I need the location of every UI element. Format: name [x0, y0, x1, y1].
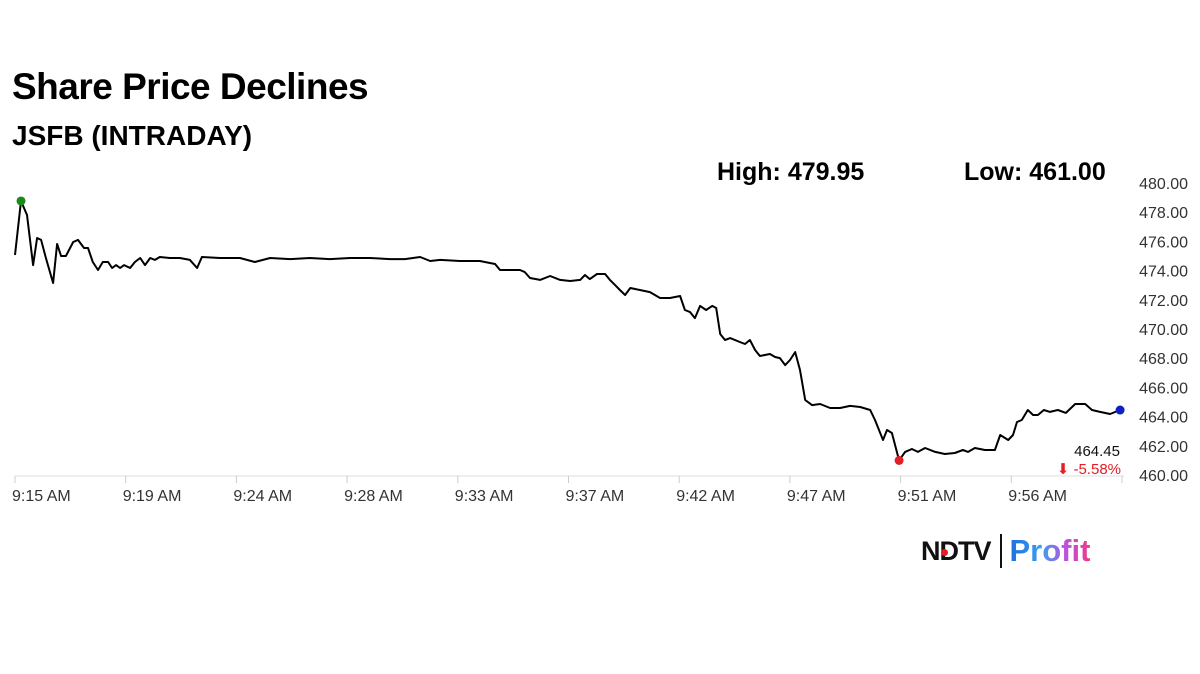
y-tick-label: 464.00 — [1139, 410, 1188, 427]
markers — [16, 196, 1125, 465]
x-tick-label: 9:24 AM — [233, 488, 292, 505]
y-tick-label: 468.00 — [1139, 351, 1188, 368]
x-tick-label: 9:42 AM — [676, 488, 735, 505]
last-marker — [1115, 405, 1125, 415]
logo-profit: Profit — [1009, 533, 1091, 568]
y-tick-label: 462.00 — [1139, 439, 1188, 456]
y-tick-label: 474.00 — [1139, 264, 1188, 281]
y-tick-label: 480.00 — [1139, 176, 1188, 193]
change-label: ⬇ -5.58% — [1057, 461, 1121, 478]
y-tick-label: 472.00 — [1139, 293, 1188, 310]
x-tick-label: 9:37 AM — [566, 488, 625, 505]
low-marker — [894, 455, 904, 465]
logo-divider — [999, 534, 1002, 568]
x-tick-label: 9:19 AM — [123, 488, 182, 505]
x-tick-label: 9:56 AM — [1008, 488, 1067, 505]
price-line — [14, 200, 1121, 462]
low-label: Low: 461.00 — [964, 158, 1106, 186]
logo-ndtv: NDTV — [921, 535, 991, 566]
chart-title: Share Price Declines — [12, 66, 369, 107]
ndtv-profit-logo: NDTV Profit — [921, 533, 1090, 569]
high-label: High: 479.95 — [717, 158, 865, 186]
y-tick-label: 460.00 — [1139, 468, 1188, 485]
y-tick-label: 478.00 — [1139, 205, 1188, 222]
logo-dot-icon — [941, 548, 948, 556]
y-tick-label: 466.00 — [1139, 380, 1188, 397]
x-tick-label: 9:33 AM — [455, 488, 514, 505]
y-axis: 460.00 462.00 464.00 466.00 468.00 470.00 472.… — [1139, 176, 1188, 485]
high-marker — [16, 196, 26, 206]
x-axis: 9:15 AM 9:19 AM 9:24 AM 9:28 AM 9:33 AM 9:37 … — [12, 475, 1124, 505]
y-tick-label: 470.00 — [1139, 322, 1188, 339]
x-tick-label: 9:15 AM — [12, 488, 71, 505]
chart-subtitle: JSFB (INTRADAY) — [12, 120, 253, 151]
x-tick-label: 9:47 AM — [787, 488, 846, 505]
last-price-label: 464.45 — [1074, 443, 1120, 460]
x-tick-label: 9:28 AM — [344, 488, 403, 505]
y-tick-label: 476.00 — [1139, 234, 1188, 251]
x-tick-label: 9:51 AM — [898, 488, 957, 505]
